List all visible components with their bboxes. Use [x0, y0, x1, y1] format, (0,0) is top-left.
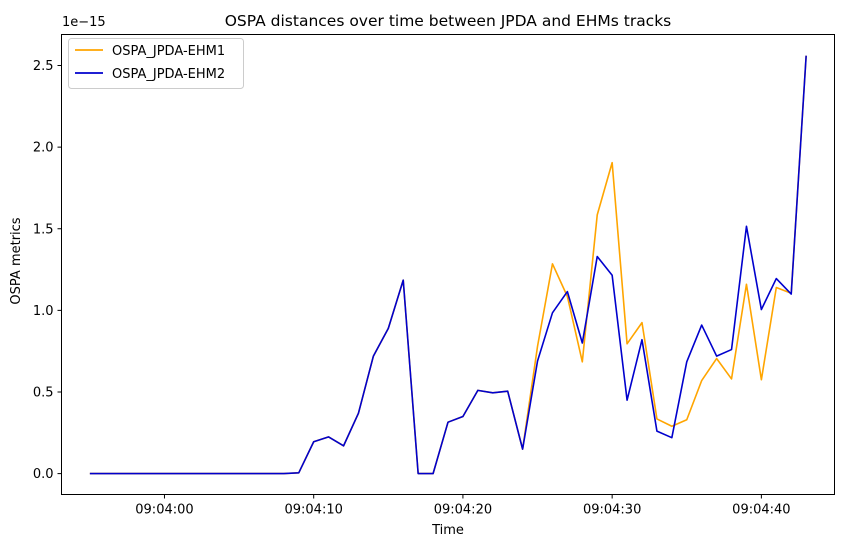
- y-tick-label: 0.0: [33, 467, 54, 482]
- chart-title: OSPA distances over time between JPDA an…: [225, 12, 672, 30]
- legend: OSPA_JPDA-EHM1 OSPA_JPDA-EHM2: [68, 38, 244, 89]
- y-tick-label: 0.5: [33, 385, 54, 400]
- y-tick-label: 2.0: [33, 141, 54, 156]
- y-axis-ticks: 0.0 0.5 1.0 1.5 2.0 2.5: [33, 59, 62, 482]
- y-axis-label: OSPA metrics: [9, 217, 24, 304]
- y-tick-label: 1.5: [33, 222, 54, 237]
- series-line-2: [89, 55, 807, 475]
- x-axis-ticks: 09:04:00 09:04:10 09:04:20 09:04:30 09:04:40: [135, 494, 791, 518]
- legend-box: [68, 38, 244, 89]
- y-tick-label: 2.5: [33, 59, 54, 74]
- y-tick-label: 1.0: [33, 304, 54, 319]
- x-tick-label: 09:04:30: [583, 503, 641, 518]
- x-tick-label: 09:04:20: [434, 503, 492, 518]
- legend-label-ehm2: OSPA_JPDA-EHM2: [112, 67, 225, 82]
- series-layer: [89, 55, 807, 475]
- x-tick-label: 09:04:00: [135, 503, 193, 518]
- x-tick-label: 09:04:10: [284, 503, 342, 518]
- y-offset-label: 1e−15: [62, 15, 106, 30]
- x-tick-label: 09:04:40: [732, 503, 790, 518]
- x-axis-label: Time: [431, 523, 464, 538]
- legend-label-ehm1: OSPA_JPDA-EHM1: [112, 44, 225, 59]
- plot-frame: [61, 34, 835, 495]
